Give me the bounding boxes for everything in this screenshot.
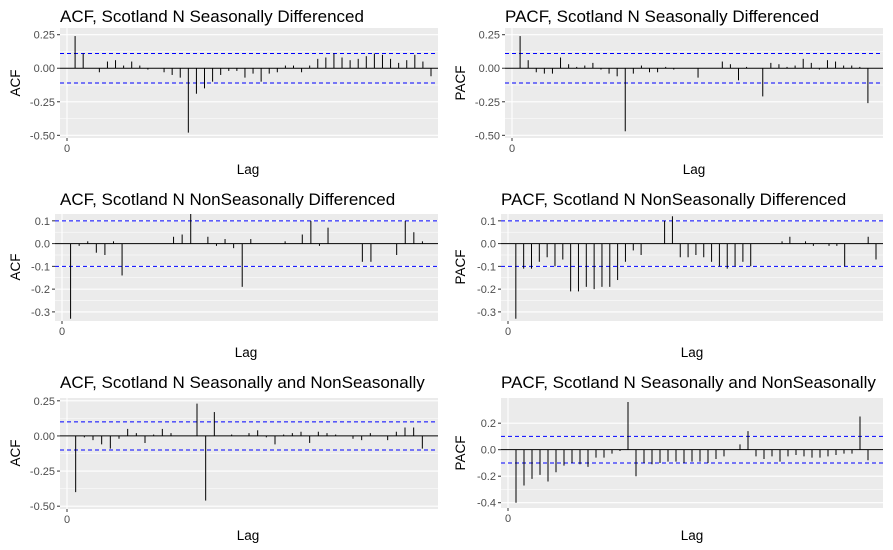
- chart-title: ACF, Scotland N NonSeasonally Difference…: [60, 190, 395, 209]
- y-tick-label: -0.50: [475, 130, 500, 142]
- y-axis-label: PACF: [453, 249, 468, 284]
- y-tick-label: -0.25: [30, 97, 55, 109]
- y-axis-label: PACF: [453, 65, 468, 100]
- y-tick-label: -0.50: [30, 501, 55, 513]
- chart-panel-6: PACF, Scotland N Seasonally and NonSeaso…: [453, 373, 883, 543]
- y-tick-label: -0.25: [30, 466, 55, 478]
- plot-background: [55, 214, 438, 321]
- chart-panel-5: ACF, Scotland N Seasonally and NonSeason…: [8, 373, 438, 543]
- x-axis-label: Lag: [235, 345, 258, 360]
- y-tick-label: -0.4: [477, 498, 496, 510]
- x-axis-label: Lag: [681, 345, 704, 360]
- chart-panel-2: PACF, Scotland N Seasonally Differenced 0…: [453, 7, 883, 177]
- y-tick-label: 0.00: [34, 63, 55, 75]
- y-axis-label: PACF: [453, 435, 468, 470]
- y-tick-label: -0.3: [477, 307, 496, 319]
- chart-title: ACF, Scotland N Seasonally and NonSeason…: [60, 373, 425, 392]
- x-tick-label: 0: [64, 143, 70, 155]
- y-tick-label: -0.2: [31, 284, 50, 296]
- chart-panel-1: ACF, Scotland N Seasonally Differenced 0.…: [8, 7, 438, 177]
- chart-title: PACF, Scotland N Seasonally and NonSeaso…: [501, 373, 876, 392]
- y-tick-label: 0.0: [481, 445, 496, 457]
- chart-panel-4: PACF, Scotland N NonSeasonally Differenc…: [453, 190, 883, 360]
- chart-title: PACF, Scotland N NonSeasonally Differenc…: [501, 190, 846, 209]
- y-tick-label: 0.25: [479, 30, 500, 42]
- y-axis-label: ACF: [8, 440, 23, 467]
- x-axis-label: Lag: [683, 162, 706, 177]
- x-axis-label: Lag: [237, 162, 260, 177]
- y-tick-label: -0.2: [477, 471, 496, 483]
- y-tick-label: 0.0: [35, 239, 50, 251]
- x-tick-label: 0: [505, 326, 511, 338]
- y-tick-label: -0.1: [477, 261, 496, 273]
- x-axis-label: Lag: [681, 528, 704, 543]
- y-tick-label: 0.1: [35, 216, 50, 228]
- y-tick-label: -0.1: [31, 261, 50, 273]
- y-tick-label: 0.25: [34, 396, 55, 408]
- x-tick-label: 0: [509, 143, 515, 155]
- y-axis-label: ACF: [8, 70, 23, 97]
- y-axis-label: ACF: [8, 254, 23, 281]
- y-tick-label: 0.0: [481, 239, 496, 251]
- chart-panel-3: ACF, Scotland N NonSeasonally Difference…: [8, 190, 438, 360]
- y-tick-label: 0.2: [481, 418, 496, 430]
- y-tick-label: 0.00: [34, 431, 55, 443]
- y-tick-label: 0.00: [479, 63, 500, 75]
- y-tick-label: 0.25: [34, 30, 55, 42]
- chart-title: PACF, Scotland N Seasonally Differenced: [505, 7, 819, 26]
- x-tick-label: 0: [64, 514, 70, 526]
- y-tick-label: -0.50: [30, 130, 55, 142]
- x-tick-label: 0: [505, 513, 511, 525]
- y-tick-label: -0.25: [475, 97, 500, 109]
- plot-background: [501, 214, 883, 321]
- x-tick-label: 0: [59, 326, 65, 338]
- y-tick-label: -0.2: [477, 284, 496, 296]
- y-tick-label: 0.1: [481, 216, 496, 228]
- x-axis-label: Lag: [237, 528, 260, 543]
- y-tick-label: -0.3: [31, 307, 50, 319]
- chart-title: ACF, Scotland N Seasonally Differenced: [60, 7, 364, 26]
